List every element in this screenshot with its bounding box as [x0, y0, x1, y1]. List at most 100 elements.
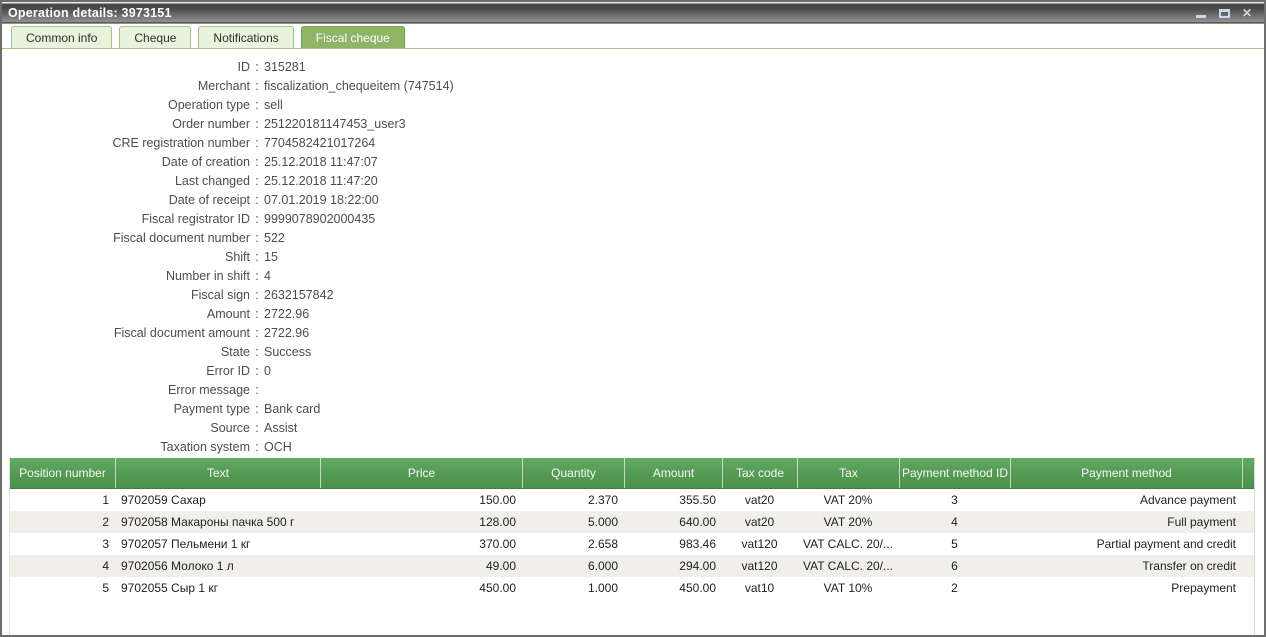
field-value: sell [264, 98, 283, 112]
cell-tax-code: vat20 [744, 515, 775, 529]
cell-price: 128.00 [479, 515, 516, 529]
field-row-merchant: Merchant: fiscalization_chequeitem (74751… [2, 77, 1264, 96]
field-label: State [220, 345, 250, 359]
minimize-icon [1196, 9, 1206, 18]
field-colon: : [255, 250, 259, 264]
field-label: CRE registration number [112, 136, 250, 150]
field-label: Source [210, 421, 250, 435]
cell-spacer [1242, 577, 1255, 599]
cell-text: 9702056 Молоко 1 л [121, 559, 234, 573]
tab-notifications[interactable]: Notifications [198, 26, 294, 48]
table-row[interactable]: 3 9702057 Пельмени 1 кг 370.00 2.658 983.46 v… [10, 533, 1254, 555]
column-header-position-number[interactable]: Position number [19, 466, 106, 480]
maximize-button[interactable] [1217, 6, 1231, 20]
cell-price: 150.00 [479, 493, 516, 507]
cell-amount: 355.50 [679, 493, 716, 507]
field-label: Operation type [168, 98, 250, 112]
tab-strip: Common info Cheque Notifications Fiscal che… [2, 24, 1264, 49]
field-row-cre-registration-number: CRE registration number:7704582421017264 [2, 134, 1264, 153]
column-header-price[interactable]: Price [320, 458, 522, 488]
field-label: Fiscal sign [190, 288, 250, 302]
cell-quantity: 2.658 [587, 537, 618, 551]
column-header-text[interactable]: Text [115, 458, 320, 488]
field-row-state: State: Success [2, 343, 1264, 362]
cell-payment-method-id: 4 [951, 515, 958, 529]
table-row[interactable]: 1 9702059 Сахар 150.00 2.370 355.50 vat20 VAT … [10, 489, 1254, 511]
close-button[interactable]: ✕ [1240, 6, 1254, 20]
cell-amount: 983.46 [679, 537, 716, 551]
field-row-fiscal-document-number: Fiscal document number:522 [2, 229, 1264, 248]
field-row-amount: Amount:2722.96 [2, 305, 1264, 324]
field-label: Merchant [197, 79, 250, 93]
field-value: 07.01.2019 18:22:00 [264, 193, 379, 207]
cell-tax-code: vat10 [744, 581, 775, 595]
field-row-shift: Shift:15 [2, 248, 1264, 267]
column-header-tax[interactable]: Tax [797, 458, 899, 488]
cell-position-number: 4 [102, 559, 109, 573]
field-label: Amount [206, 307, 250, 321]
field-value: 251220181147453_user3 [264, 117, 406, 131]
column-header-amount[interactable]: Amount [624, 458, 722, 488]
cell-amount: 294.00 [679, 559, 716, 573]
field-colon: : [255, 364, 259, 378]
field-value: Bank card [264, 402, 321, 416]
field-value: 315281 [264, 60, 306, 74]
cell-payment-method-id: 2 [951, 581, 958, 595]
cell-text: 9702059 Сахар [121, 493, 206, 507]
column-header-payment-method-id[interactable]: Payment method ID [899, 458, 1010, 488]
field-value: 2632157842 [264, 288, 334, 302]
column-header-spacer [1242, 458, 1255, 488]
cell-payment-method: Prepayment [1171, 581, 1236, 595]
cell-position-number: 1 [102, 493, 109, 507]
cell-text: 9702057 Пельмени 1 кг [121, 537, 251, 551]
column-header-payment-method[interactable]: Payment method [1010, 458, 1242, 488]
table-row[interactable]: 4 9702056 Молоко 1 л 49.00 6.000 294.00 vat12… [10, 555, 1254, 577]
cell-text: 9702055 Сыр 1 кг [121, 581, 218, 595]
tab-fiscal-cheque[interactable]: Fiscal cheque [300, 26, 405, 48]
field-row-fiscal-sign: Fiscal sign:2632157842 [2, 286, 1264, 305]
window-title: Operation details: 3973151 [8, 6, 172, 20]
tab-cheque[interactable]: Cheque [119, 26, 192, 48]
field-row-source: Source: Assist [2, 419, 1264, 438]
field-value: 25.12.2018 11:47:07 [264, 155, 378, 169]
cell-quantity: 6.000 [587, 559, 618, 573]
details-form: ID:315281 Merchant: fiscalization_chequeit… [2, 49, 1264, 458]
field-label: Payment type [173, 402, 250, 416]
cell-tax-code: vat20 [744, 493, 775, 507]
field-colon: : [255, 402, 259, 416]
cell-payment-method: Transfer on credit [1142, 559, 1236, 573]
cell-quantity: 2.370 [587, 493, 618, 507]
field-value: 2722.96 [264, 326, 310, 340]
field-colon: : [255, 269, 259, 283]
field-label: Fiscal document number [113, 231, 250, 245]
field-label: Order number [172, 117, 250, 131]
cell-position-number: 2 [102, 515, 109, 529]
field-colon: : [255, 326, 259, 340]
positions-grid: Position number Text Price Quantity Amount Ta… [9, 458, 1255, 635]
field-label: Last changed [174, 174, 250, 188]
field-colon: : [255, 117, 259, 131]
table-row[interactable]: 2 9702058 Макароны пачка 500 г 128.00 5.000… [10, 511, 1254, 533]
cell-amount: 450.00 [679, 581, 716, 595]
cell-payment-method: Advance payment [1139, 493, 1236, 507]
field-row-id: ID:315281 [2, 58, 1264, 77]
cell-position-number: 5 [102, 581, 109, 595]
cell-quantity: 5.000 [587, 515, 618, 529]
window-controls: ✕ [1194, 6, 1258, 20]
field-row-taxation-system: Taxation system: ОСН [2, 438, 1264, 457]
cell-tax: VAT CALC. 20/... [802, 559, 894, 573]
field-colon: : [255, 174, 259, 188]
minimize-button[interactable] [1194, 6, 1208, 20]
tab-common-info[interactable]: Common info [11, 26, 113, 48]
cell-payment-method: Full payment [1167, 515, 1236, 529]
field-colon: : [255, 98, 259, 112]
column-header-quantity[interactable]: Quantity [522, 458, 624, 488]
cell-payment-method-id: 5 [951, 537, 958, 551]
field-label: Error ID [206, 364, 250, 378]
field-value: Assist [264, 421, 298, 435]
window-titlebar[interactable]: Operation details: 3973151 ✕ [2, 2, 1264, 24]
field-label: Shift [224, 250, 250, 264]
table-row[interactable]: 5 9702055 Сыр 1 кг 450.00 1.000 450.00 vat10 V… [10, 577, 1254, 599]
field-row-number-in-shift: Number in shift:4 [2, 267, 1264, 286]
column-header-tax-code[interactable]: Tax code [722, 458, 797, 488]
